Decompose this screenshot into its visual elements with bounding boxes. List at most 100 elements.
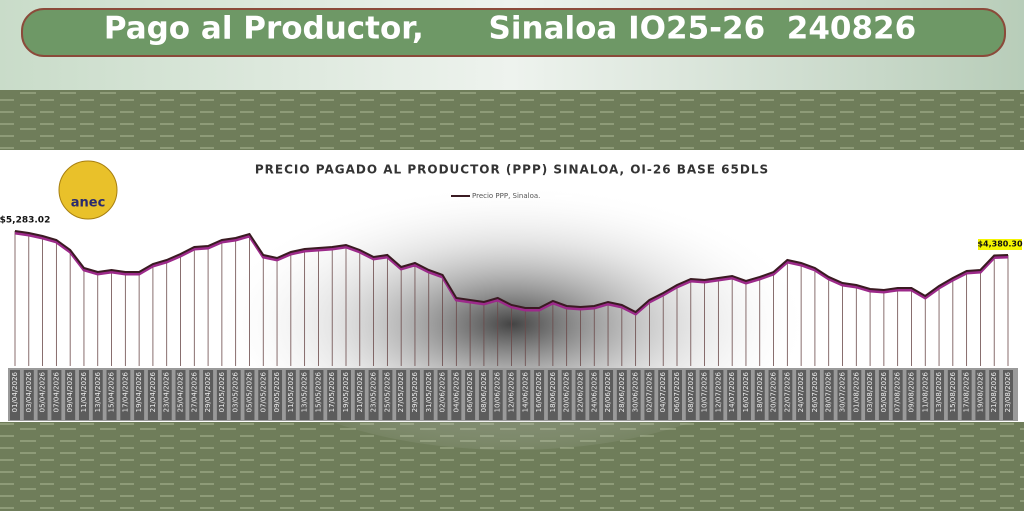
x-tick-label: 01/04/2026 <box>11 371 19 412</box>
x-tick-label: 17/08/2026 <box>963 371 971 412</box>
x-tick-bg <box>10 370 20 420</box>
x-tick-label: 27/04/2026 <box>190 371 198 412</box>
x-tick-bg <box>754 370 765 420</box>
x-tick-bg <box>175 370 186 420</box>
x-tick-label: 22/06/2026 <box>576 371 584 412</box>
x-tick-label: 09/04/2026 <box>66 371 74 412</box>
x-tick-label: 14/07/2026 <box>728 371 736 412</box>
x-tick-bg <box>782 370 793 420</box>
x-tick-label: 20/06/2026 <box>563 371 571 412</box>
x-tick-bg <box>823 370 834 420</box>
x-tick-label: 20/07/2026 <box>770 371 778 412</box>
x-tick-label: 08/07/2026 <box>687 371 695 412</box>
chart-title: PRECIO PAGADO AL PRODUCTOR (PPP) SINALOA… <box>255 163 769 177</box>
x-tick-label: 06/07/2026 <box>673 371 681 412</box>
x-tick-label: 05/08/2026 <box>880 371 888 412</box>
x-tick-label: 25/04/2026 <box>177 371 185 412</box>
x-tick-label: 02/07/2026 <box>645 371 653 412</box>
x-tick-label: 19/04/2026 <box>135 371 143 412</box>
x-tick-bg <box>134 370 145 420</box>
x-tick-label: 28/07/2026 <box>825 371 833 412</box>
x-tick-label: 14/06/2026 <box>521 371 529 412</box>
x-tick-bg <box>685 370 696 420</box>
x-tick-bg <box>561 370 572 420</box>
x-tick-bg <box>934 370 945 420</box>
x-tick-bg <box>244 370 255 420</box>
x-tick-bg <box>341 370 351 420</box>
x-tick-label: 04/06/2026 <box>452 371 460 412</box>
x-tick-bg <box>37 370 48 420</box>
x-tick-label: 22/07/2026 <box>783 371 791 412</box>
x-tick-bg <box>423 370 434 420</box>
x-tick-label: 12/06/2026 <box>508 371 516 412</box>
x-tick-bg <box>451 370 462 420</box>
logo-text: anec <box>71 196 106 211</box>
x-tick-bg <box>382 370 393 420</box>
x-tick-bg <box>630 370 641 420</box>
x-tick-label: 21/08/2026 <box>990 371 998 412</box>
x-tick-bg <box>727 370 738 420</box>
x-tick-label: 03/08/2026 <box>866 371 874 412</box>
x-tick-bg <box>672 370 682 420</box>
x-tick-label: 27/05/2026 <box>397 371 405 412</box>
x-tick-bg <box>906 370 917 420</box>
x-tick-label: 24/06/2026 <box>590 371 598 412</box>
x-tick-label: 30/07/2026 <box>839 371 847 412</box>
x-tick-label: 11/05/2026 <box>287 371 295 412</box>
x-tick-bg <box>809 370 820 420</box>
x-tick-bg <box>120 370 131 420</box>
x-tick-bg <box>603 370 614 420</box>
x-tick-bg <box>258 370 269 420</box>
x-tick-bg <box>947 370 958 420</box>
x-tick-label: 19/05/2026 <box>342 371 350 412</box>
x-tick-label: 23/04/2026 <box>163 371 171 412</box>
x-tick-bg <box>768 370 779 420</box>
x-tick-label: 07/08/2026 <box>894 371 902 412</box>
x-tick-bg <box>575 370 586 420</box>
x-tick-bg <box>354 370 365 420</box>
x-tick-label: 25/05/2026 <box>383 371 391 412</box>
series-line <box>14 230 1009 314</box>
x-tick-bg <box>547 370 558 420</box>
x-tick-label: 09/05/2026 <box>273 371 281 412</box>
x-tick-label: 16/07/2026 <box>742 371 750 412</box>
x-tick-label: 05/05/2026 <box>245 371 253 412</box>
x-tick-label: 17/05/2026 <box>328 371 336 412</box>
logo <box>58 160 118 220</box>
x-tick-label: 29/04/2026 <box>204 371 212 412</box>
x-tick-label: 10/06/2026 <box>494 371 502 412</box>
x-tick-bg <box>492 370 503 420</box>
series-shadow <box>14 231 1009 316</box>
x-tick-label: 11/08/2026 <box>921 371 929 412</box>
x-tick-label: 30/06/2026 <box>632 371 640 412</box>
x-tick-bg <box>989 370 1000 420</box>
x-tick-bg <box>189 370 200 420</box>
x-tick-bg <box>272 370 283 420</box>
x-tick-bg <box>216 370 227 420</box>
x-tick-label: 23/05/2026 <box>370 371 378 412</box>
x-tick-bg <box>713 370 724 420</box>
x-tick-label: 04/07/2026 <box>659 371 667 412</box>
page-title: Pago al Productor, Sinaloa IO25-26 24082… <box>104 11 916 47</box>
x-tick-bg <box>975 370 986 420</box>
x-tick-label: 23/08/2026 <box>1004 371 1012 412</box>
x-tick-label: 11/04/2026 <box>80 371 88 412</box>
x-tick-bg <box>147 370 158 420</box>
x-tick-bg <box>920 370 931 420</box>
x-tick-label: 03/05/2026 <box>232 371 240 412</box>
x-tick-bg <box>23 370 34 420</box>
x-tick-bg <box>368 370 379 420</box>
x-tick-bg <box>51 370 62 420</box>
x-tick-bg <box>534 370 545 420</box>
x-tick-bg <box>740 370 751 420</box>
x-tick-label: 06/06/2026 <box>466 371 474 412</box>
x-tick-label: 21/04/2026 <box>149 371 157 412</box>
x-tick-label: 01/08/2026 <box>852 371 860 412</box>
x-tick-label: 18/07/2026 <box>756 371 764 412</box>
x-tick-bg <box>409 370 420 420</box>
legend-label: Precio PPP, Sinaloa. <box>472 192 540 200</box>
x-tick-bg <box>203 370 214 420</box>
x-tick-bg <box>644 370 655 420</box>
x-tick-bg <box>327 370 338 420</box>
